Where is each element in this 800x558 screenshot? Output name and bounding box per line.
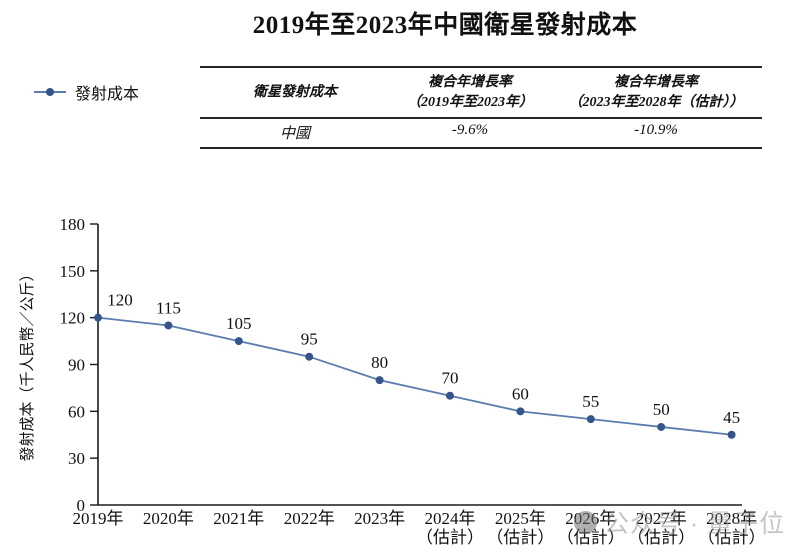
svg-text:2026年（估計）: 2026年（估計）: [557, 509, 625, 547]
svg-text:2028年（估計）: 2028年（估計）: [698, 509, 766, 547]
svg-text:2024年（估計）: 2024年（估計）: [416, 509, 484, 547]
svg-text:50: 50: [653, 400, 670, 419]
cagr-table-header-row: 衛星發射成本 複合年增長率 （2019年至2023年） 複合年增長率 （2023…: [200, 68, 762, 119]
svg-text:2022年: 2022年: [284, 509, 335, 528]
svg-text:2027年（估計）: 2027年（估計）: [627, 509, 695, 547]
header-cell-region: 衛星發射成本: [253, 84, 337, 100]
svg-text:60: 60: [512, 384, 529, 403]
svg-text:70: 70: [442, 369, 459, 388]
svg-text:2019年: 2019年: [73, 509, 124, 528]
svg-text:45: 45: [723, 408, 740, 427]
svg-text:發射成本（千人民幣／公斤）: 發射成本（千人民幣／公斤）: [19, 266, 36, 461]
page-title: 2019年至2023年中國衛星發射成本: [252, 12, 638, 39]
svg-text:55: 55: [582, 392, 599, 411]
cell-cagr-2019-2023: -9.6%: [451, 121, 489, 138]
cell-region: 中國: [279, 125, 310, 142]
svg-text:120: 120: [60, 309, 86, 328]
table-row: 中國 -9.6% -10.9%: [200, 119, 762, 147]
svg-text:2021年: 2021年: [213, 509, 264, 528]
header-cell-cagr-2023-2028: 複合年增長率 （2023年至2028年（估計））: [568, 75, 744, 110]
svg-text:30: 30: [68, 449, 85, 468]
watermark-circle-logo-icon: [574, 510, 597, 534]
svg-text:2020年: 2020年: [143, 509, 194, 528]
svg-text:90: 90: [68, 356, 85, 375]
watermark-text: 公众号 · 量子位: [604, 510, 786, 538]
svg-text:105: 105: [226, 314, 252, 333]
watermark: 公众号 · 量子位: [574, 504, 785, 540]
cell-cagr-2023-2028: -10.9%: [634, 121, 678, 138]
chart-legend: 發射成本: [34, 80, 139, 104]
legend-dot: [46, 88, 54, 96]
svg-text:2023年: 2023年: [354, 509, 405, 528]
svg-text:115: 115: [156, 298, 181, 317]
svg-text:120: 120: [107, 291, 133, 310]
svg-text:150: 150: [60, 262, 86, 281]
svg-text:80: 80: [371, 353, 388, 372]
header-cell-cagr-2019-2023: 複合年增長率 （2019年至2023年）: [407, 75, 533, 110]
svg-text:95: 95: [301, 330, 318, 349]
svg-text:60: 60: [68, 402, 85, 421]
legend-line-marker-icon: [34, 85, 66, 99]
svg-text:180: 180: [60, 215, 86, 234]
svg-text:2025年（估計）: 2025年（估計）: [486, 509, 554, 547]
svg-text:0: 0: [77, 496, 86, 515]
cagr-table: 衛星發射成本 複合年增長率 （2019年至2023年） 複合年增長率 （2023…: [200, 66, 762, 149]
legend-label: 發射成本: [75, 86, 140, 103]
